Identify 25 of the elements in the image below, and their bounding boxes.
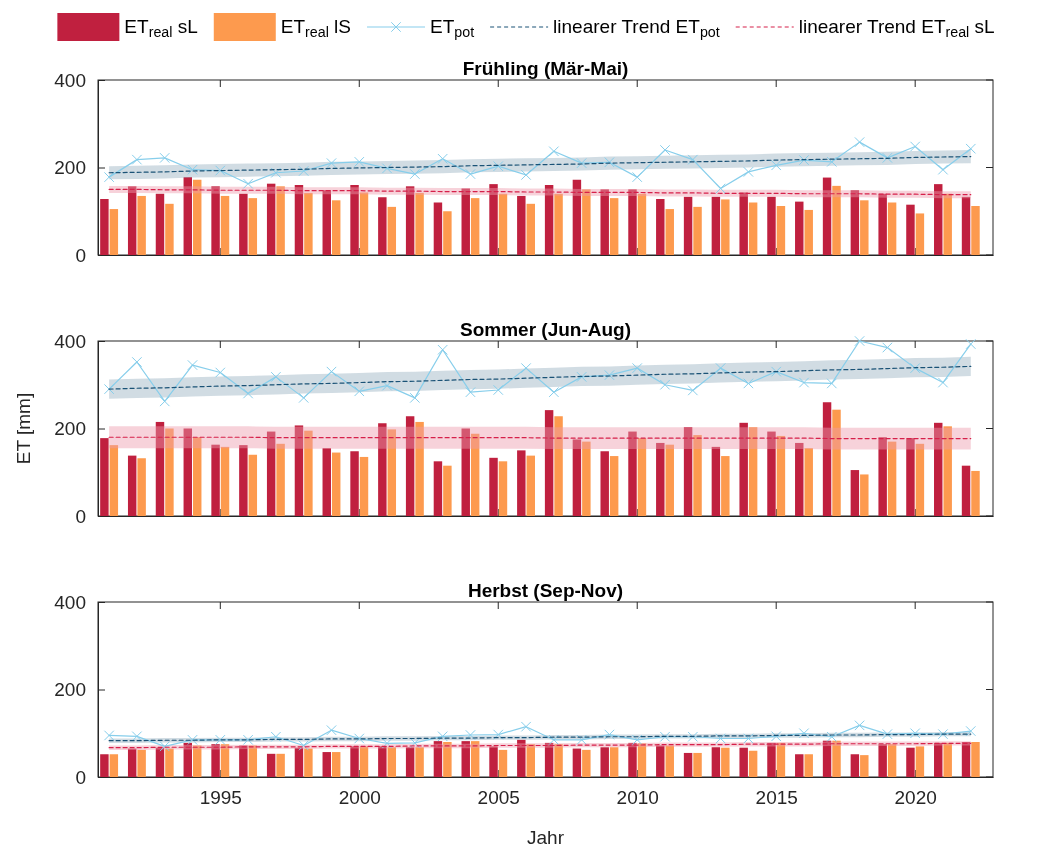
y-tick-label: 0 [75, 766, 86, 788]
legend-label: linearer Trend ET$_{pot}$ [553, 16, 720, 41]
chart-title: Sommer (Jun-Aug) [460, 319, 631, 340]
y-tick-label: 400 [54, 330, 86, 352]
x-tick-label: 1995 [199, 787, 242, 809]
x-tick-label: 2020 [894, 787, 937, 809]
y-tick-label: 200 [54, 679, 86, 701]
x-axis-title: Jahr [527, 827, 565, 848]
x-tick-label: 2000 [338, 787, 381, 809]
y-tick-label: 0 [75, 505, 86, 527]
y-tick-label: 200 [54, 418, 86, 440]
y-tick-label: 200 [54, 157, 86, 179]
legend-label: ET$_{real}$ sL [124, 16, 198, 41]
x-tick-label: 2015 [755, 787, 798, 809]
legend-label: ET$_{real}$ lS [280, 16, 352, 41]
y-tick-label: 400 [54, 69, 86, 91]
legend-label: ET$_{pot}$ [430, 16, 475, 41]
y-tick-label: 0 [75, 244, 86, 266]
chart-title: Herbst (Sep-Nov) [467, 580, 624, 601]
y-axis-title: ET [mm] [13, 392, 34, 465]
x-tick-label: 2010 [616, 787, 659, 809]
legend-label: linearer Trend ET$_{real}$ sL [798, 16, 995, 41]
chart-title: Frühling (Mär-Mai) [462, 58, 629, 79]
x-tick-label: 2005 [477, 787, 520, 809]
y-tick-label: 400 [54, 591, 86, 613]
